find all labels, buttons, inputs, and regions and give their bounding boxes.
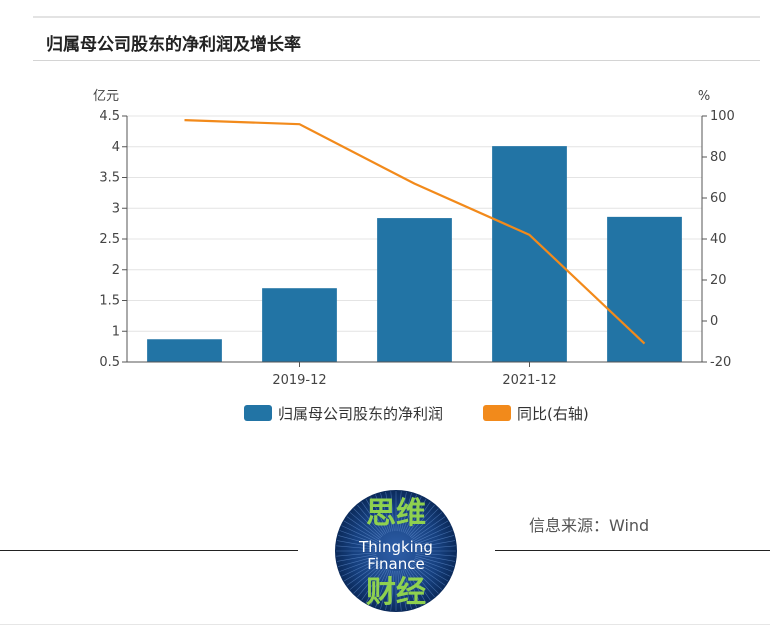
legend-bar-swatch (244, 405, 272, 421)
right-axis-unit: % (698, 89, 710, 104)
legend-line-swatch (483, 405, 511, 421)
left-tick-label: 0.5 (99, 355, 120, 370)
title-divider (33, 60, 760, 61)
left-tick-label: 2.5 (99, 232, 120, 247)
thinking-finance-logo: 思维 Thingking Finance 财经 (335, 490, 457, 612)
right-tick-label: 0 (710, 314, 718, 329)
logo-bottom-text: 财经 (366, 575, 426, 610)
left-axis-unit: 亿元 (93, 89, 119, 104)
logo-line1: Thingking (358, 538, 433, 556)
right-tick-label: 100 (710, 109, 735, 124)
bar (607, 216, 682, 362)
left-tick-label: 4 (112, 140, 120, 155)
right-tick-label: 80 (710, 150, 727, 165)
right-tick-label: -20 (710, 355, 731, 370)
bar (377, 218, 452, 362)
top-divider (33, 16, 760, 18)
divider-right (495, 550, 770, 551)
growth-line (184, 119, 646, 345)
left-tick-label: 3.5 (99, 171, 120, 186)
logo-top-text: 思维 (366, 496, 426, 531)
legend-bar-label: 归属母公司股东的净利润 (278, 405, 443, 423)
combo-chart: 0.5 1 1.5 2 2.5 3 3.5 4 4.5 -20 0 20 40 60 80 100 亿元 % 201… (93, 89, 735, 423)
bottom-divider (0, 624, 770, 625)
right-tick-label: 40 (710, 232, 727, 247)
bar (492, 146, 567, 362)
right-tick-label: 60 (710, 191, 727, 206)
bar (147, 339, 222, 362)
left-tick-label: 3 (112, 201, 120, 216)
left-tick-label: 2 (112, 263, 120, 278)
bar (262, 288, 337, 362)
logo-line2: Finance (367, 555, 424, 573)
legend-line-label: 同比(右轴) (517, 405, 589, 423)
x-tick-label: 2021-12 (502, 373, 556, 388)
chart-title: 归属母公司股东的净利润及增长率 (46, 35, 301, 55)
left-tick-label: 4.5 (99, 109, 120, 124)
divider-left (0, 550, 298, 551)
source-text: 信息来源：Wind (529, 516, 650, 535)
left-tick-label: 1.5 (99, 294, 120, 309)
right-tick-label: 20 (710, 273, 727, 288)
left-tick-label: 1 (112, 324, 120, 339)
x-tick-label: 2019-12 (272, 373, 326, 388)
